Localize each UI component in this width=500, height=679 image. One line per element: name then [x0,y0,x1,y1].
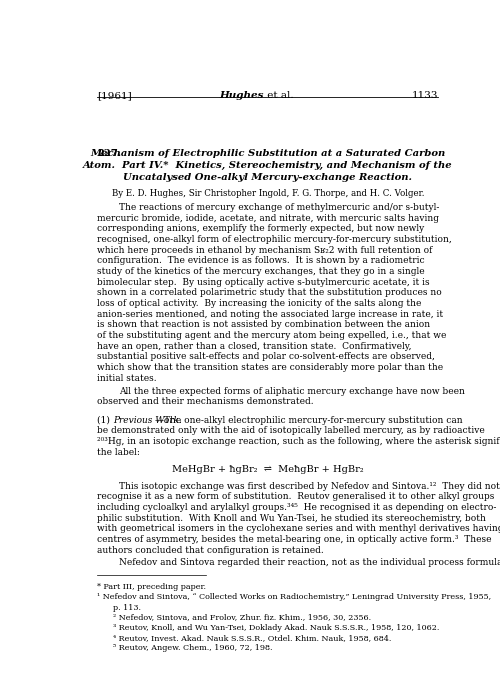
Text: centres of asymmetry, besides the metal-bearing one, in optically active form.³ : centres of asymmetry, besides the metal-… [98,535,492,544]
Text: anion-series mentioned, and noting the associated large increase in rate, it: anion-series mentioned, and noting the a… [98,310,444,318]
Text: ¹ Nefedov and Sintova, “ Collected Works on Radiochemistry,” Leningrad Universit: ¹ Nefedov and Sintova, “ Collected Works… [98,593,492,602]
Text: The reactions of mercury exchange of methylmercuric and/or s-butyl-: The reactions of mercury exchange of met… [118,203,439,212]
Text: 1133: 1133 [412,91,438,100]
Text: (1): (1) [98,416,113,425]
Text: is shown that reaction is not assisted by combination between the anion: is shown that reaction is not assisted b… [98,320,430,329]
Text: of the substituting agent and the mercury atom being expelled, i.e., that we: of the substituting agent and the mercur… [98,331,447,340]
Text: loss of optical activity.  By increasing the ionicity of the salts along the: loss of optical activity. By increasing … [98,299,422,308]
Text: Hughes: Hughes [220,91,264,100]
Text: substantial positive salt-effects and polar co-solvent-effects are observed,: substantial positive salt-effects and po… [98,352,435,361]
Text: which here proceeds in ethanol by mechanism Sʁ₂2 with full retention of: which here proceeds in ethanol by mechan… [98,246,433,255]
Text: Atom.  Part IV.*  Kinetics, Stereochemistry, and Mechanism of the: Atom. Part IV.* Kinetics, Stereochemistr… [83,162,452,170]
Text: study of the kinetics of the mercury exchanges, that they go in a single: study of the kinetics of the mercury exc… [98,267,425,276]
Text: philic substitution.  With Knoll and Wu Yan-Tsei, he studied its stereochemistry: philic substitution. With Knoll and Wu Y… [98,514,486,523]
Text: ⁴ Reutov, Invest. Akad. Nauk S.S.S.R., Otdel. Khim. Nauk, 1958, 684.: ⁴ Reutov, Invest. Akad. Nauk S.S.S.R., O… [113,634,391,642]
Text: be demonstrated only with the aid of isotopically labelled mercury, as by radioa: be demonstrated only with the aid of iso… [98,426,485,435]
Text: Previous Work.: Previous Work. [113,416,182,425]
Text: corresponding anions, exemplify the formerly expected, but now newly: corresponding anions, exemplify the form… [98,224,424,233]
Text: the label:: the label: [98,448,140,457]
Text: have an open, rather than a closed, transition state.  Confirmatively,: have an open, rather than a closed, tran… [98,342,412,350]
Text: shown in a correlated polarimetric study that the substitution produces no: shown in a correlated polarimetric study… [98,289,442,297]
Text: initial states.: initial states. [98,373,157,383]
Text: 227.: 227. [98,149,122,158]
Text: mercuric bromide, iodide, acetate, and nitrate, with mercuric salts having: mercuric bromide, iodide, acetate, and n… [98,213,439,223]
Text: —The one-alkyl electrophilic mercury-for-mercury substitution can: —The one-alkyl electrophilic mercury-for… [154,416,463,425]
Text: ² Nefedov, Sintova, and Frolov, Zhur. fiz. Khim., 1956, 30, 2356.: ² Nefedov, Sintova, and Frolov, Zhur. fi… [113,614,371,621]
Text: with geometrical isomers in the cyclohexane series and with menthyl derivatives : with geometrical isomers in the cyclohex… [98,524,500,534]
Text: * Part III, preceding paper.: * Part III, preceding paper. [98,583,206,591]
Text: which show that the transition states are considerably more polar than the: which show that the transition states ar… [98,363,444,372]
Text: p. 113.: p. 113. [113,604,141,612]
Text: [1961]: [1961] [98,91,132,100]
Text: All the three expected forms of aliphatic mercury exchange have now been: All the three expected forms of aliphati… [118,387,465,396]
Text: et al.: et al. [264,91,294,100]
Text: This isotopic exchange was first described by Nefedov and Sintova.¹²  They did n: This isotopic exchange was first describ… [118,481,500,491]
Text: observed and their mechanisms demonstrated.: observed and their mechanisms demonstrat… [98,397,314,406]
Text: authors concluded that configuration is retained.: authors concluded that configuration is … [98,546,324,555]
Text: ⁵ Reutov, Angew. Chem., 1960, 72, 198.: ⁵ Reutov, Angew. Chem., 1960, 72, 198. [113,644,272,652]
Text: Nefedov and Sintova regarded their reaction, not as the individual process formu: Nefedov and Sintova regarded their react… [118,558,500,567]
Text: including cycloalkyl and arylalkyl groups.³⁴⁵  He recognised it as depending on : including cycloalkyl and arylalkyl group… [98,503,497,512]
Text: ³ Reutov, Knoll, and Wu Yan-Tsei, Doklady Akad. Nauk S.S.S.R., 1958, 120, 1062.: ³ Reutov, Knoll, and Wu Yan-Tsei, Doklad… [113,623,440,631]
Text: ²⁰³Hg, in an isotopic exchange reaction, such as the following, where the asteri: ²⁰³Hg, in an isotopic exchange reaction,… [98,437,500,446]
Text: Mechanism of Electrophilic Substitution at a Saturated Carbon: Mechanism of Electrophilic Substitution … [90,149,446,158]
Text: recognise it as a new form of substitution.  Reutov generalised it to other alky: recognise it as a new form of substituti… [98,492,495,501]
Text: MeHgBr + ħgBr₂  ⇌  MeħgBr + HgBr₂: MeHgBr + ħgBr₂ ⇌ MeħgBr + HgBr₂ [172,464,364,474]
Text: Uncatalysed One-alkyl Mercury-exchange Reaction.: Uncatalysed One-alkyl Mercury-exchange R… [124,173,412,183]
Text: recognised, one-alkyl form of electrophilic mercury-for-mercury substitution,: recognised, one-alkyl form of electrophi… [98,235,452,244]
Text: bimolecular step.  By using optically active s-butylmercuric acetate, it is: bimolecular step. By using optically act… [98,278,430,287]
Text: By E. D. Hughes, Sir Christopher Ingold, F. G. Thorpe, and H. C. Volger.: By E. D. Hughes, Sir Christopher Ingold,… [112,189,424,198]
Text: configuration.  The evidence is as follows.  It is shown by a radiometric: configuration. The evidence is as follow… [98,256,425,265]
